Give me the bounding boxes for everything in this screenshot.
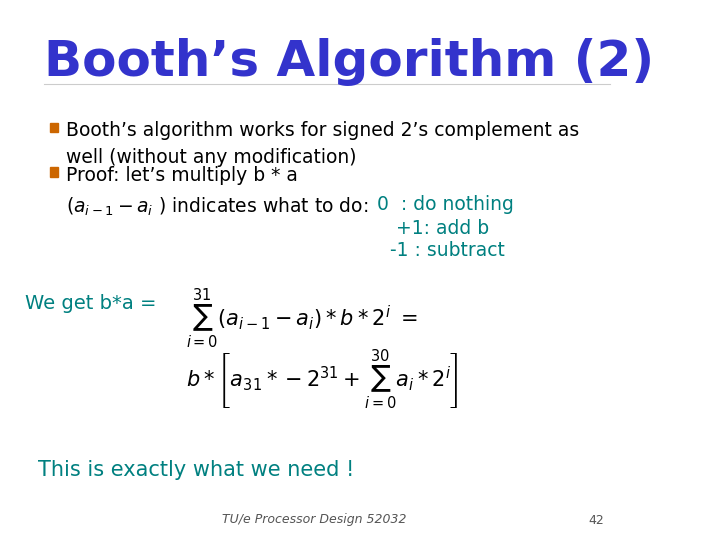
Text: $(a_{i-1} - a_i\ )$ indicates what to do:: $(a_{i-1} - a_i\ )$ indicates what to do… [66, 195, 369, 218]
Text: 0  : do nothing: 0 : do nothing [377, 195, 514, 214]
Bar [50, 123, 58, 132]
Text: +1: add b: +1: add b [396, 219, 490, 238]
Text: We get b*a =: We get b*a = [25, 294, 163, 313]
Text: TU/e Processor Design 52032: TU/e Processor Design 52032 [222, 514, 407, 526]
Text: Booth’s Algorithm (2): Booth’s Algorithm (2) [44, 38, 654, 86]
Bar [50, 167, 58, 177]
Text: -1 : subtract: -1 : subtract [390, 241, 505, 260]
Text: This is exactly what we need !: This is exactly what we need ! [37, 460, 354, 480]
Text: $\sum_{i=0}^{31}(a_{i-1}-a_i)*b*2^i\ =$: $\sum_{i=0}^{31}(a_{i-1}-a_i)*b*2^i\ =$ [186, 287, 418, 350]
Text: $b*\left[a_{31}*-2^{31}+\sum_{i=0}^{30}a_i*2^i\right]$: $b*\left[a_{31}*-2^{31}+\sum_{i=0}^{30}a… [186, 348, 458, 411]
Text: Proof: let’s multiply b * a: Proof: let’s multiply b * a [66, 166, 298, 185]
Text: Booth’s algorithm works for signed 2’s complement as
well (without any modificat: Booth’s algorithm works for signed 2’s c… [66, 122, 580, 167]
Text: 42: 42 [588, 514, 603, 526]
